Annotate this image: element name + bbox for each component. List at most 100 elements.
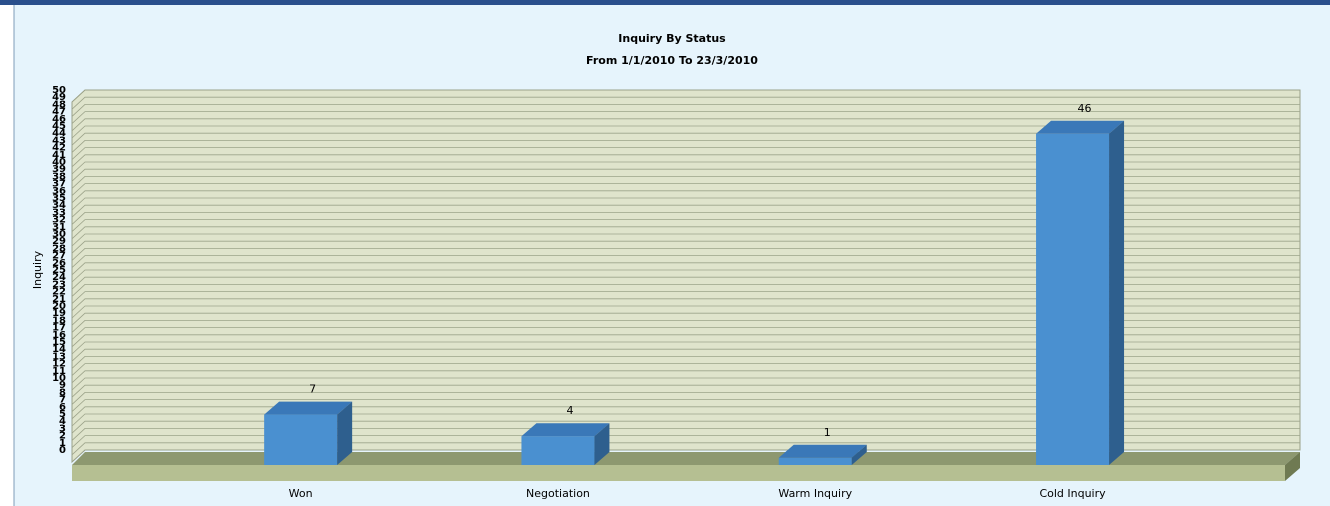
grid-line — [71, 449, 1300, 463]
y-tick-label: 36 — [52, 186, 66, 197]
bar-top — [521, 423, 610, 437]
y-tick-label: 27 — [52, 251, 66, 262]
floor-side — [1285, 452, 1300, 481]
y-tick-label: 9 — [59, 380, 66, 391]
y-tick-label: 21 — [52, 294, 66, 305]
y-tick-label: 1 — [59, 438, 66, 449]
y-tick-label: 35 — [52, 193, 66, 204]
y-tick-label: 22 — [52, 287, 66, 298]
y-tick-label: 28 — [52, 243, 66, 254]
y-tick-label: 12 — [52, 359, 66, 370]
grid-line — [71, 211, 1300, 225]
grid-line — [71, 305, 1300, 319]
grid-line — [71, 96, 1300, 110]
grid-line — [71, 406, 1300, 420]
y-tick-label: 13 — [52, 351, 66, 362]
grid-line — [71, 276, 1300, 290]
chart-title: Inquiry By Status — [618, 32, 726, 45]
y-tick-label: 45 — [52, 121, 66, 132]
grid-line — [71, 226, 1300, 240]
y-tick-label: 30 — [52, 229, 66, 240]
bar-side — [1109, 120, 1125, 466]
grid-line — [71, 399, 1300, 412]
y-tick-label: 32 — [52, 215, 66, 226]
y-tick-label: 17 — [52, 323, 66, 334]
grid-line — [71, 391, 1300, 405]
y-tick-label: 50 — [52, 85, 66, 96]
grid-line — [71, 319, 1300, 333]
grid-line — [71, 327, 1300, 340]
grid-line — [71, 283, 1300, 297]
data-label: 46 — [1078, 102, 1092, 115]
grid-line — [71, 269, 1300, 283]
y-tick-label: 8 — [59, 387, 66, 398]
bar — [264, 414, 338, 465]
y-tick-label: 38 — [52, 171, 66, 182]
grid-line — [71, 154, 1300, 168]
bar — [521, 436, 595, 465]
y-tick-label: 5 — [59, 409, 66, 420]
y-tick-label: 24 — [52, 272, 66, 283]
grid-line — [71, 183, 1300, 196]
y-tick-label: 25 — [52, 265, 66, 276]
y-tick-label: 29 — [52, 236, 66, 247]
y-tick-label: 15 — [52, 337, 66, 348]
data-label: 4 — [566, 404, 573, 417]
y-tick-label: 37 — [52, 179, 66, 190]
y-tick-label: 7 — [59, 395, 66, 406]
bar-side — [337, 401, 353, 465]
y-tick-label: 44 — [52, 128, 66, 139]
y-tick-label: 42 — [52, 143, 66, 154]
y-tick-label: 46 — [52, 114, 66, 125]
y-tick-label: 33 — [52, 207, 66, 218]
chart-subtitle: From 1/1/2010 To 23/3/2010 — [586, 54, 758, 67]
grid-line — [71, 147, 1300, 160]
y-tick-label: 2 — [59, 431, 66, 442]
y-tick-label: 49 — [52, 92, 66, 103]
grid-line — [71, 175, 1300, 189]
bar-top — [264, 401, 353, 415]
y-tick-label: 14 — [52, 344, 66, 355]
grid-line — [71, 255, 1300, 268]
y-tick-label: 4 — [59, 416, 66, 427]
y-tick-label: 11 — [52, 366, 66, 377]
floor-front — [72, 465, 1285, 481]
x-tick-label: Warm Inquiry — [778, 487, 852, 500]
grid-line — [71, 435, 1300, 448]
grid-line — [71, 111, 1300, 124]
y-tick-label: 31 — [52, 222, 66, 233]
y-tick-label: 3 — [59, 423, 66, 434]
grid-line — [71, 262, 1300, 276]
grid-line — [71, 125, 1300, 139]
grid-line — [71, 291, 1300, 304]
grid-line — [71, 384, 1300, 398]
grid-line — [71, 219, 1300, 232]
grid-line — [71, 190, 1300, 204]
bar-top — [1036, 120, 1125, 134]
grid-line — [71, 204, 1300, 218]
bar — [1036, 133, 1110, 466]
y-tick-label: 20 — [52, 301, 66, 312]
y-tick-label: 18 — [52, 315, 66, 326]
grid-line — [71, 168, 1300, 182]
grid-line — [71, 118, 1300, 132]
x-tick-label: Cold Inquiry — [1039, 487, 1106, 500]
bar — [778, 457, 852, 465]
bar-side — [594, 423, 610, 465]
grid-line — [71, 377, 1300, 391]
floor-top — [72, 452, 1300, 465]
y-tick-label: 43 — [52, 135, 66, 146]
y-axis-label: Inquiry — [31, 250, 44, 289]
grid-line — [71, 413, 1300, 427]
y-tick-label: 26 — [52, 258, 66, 269]
grid-line — [71, 427, 1300, 441]
grid-line — [71, 139, 1300, 153]
grid-line — [71, 334, 1300, 348]
x-tick-label: Negotiation — [526, 487, 590, 500]
y-tick-label: 0 — [59, 445, 66, 456]
grid-line — [71, 233, 1300, 247]
y-tick-label: 40 — [52, 157, 66, 168]
grid-line — [71, 197, 1300, 211]
